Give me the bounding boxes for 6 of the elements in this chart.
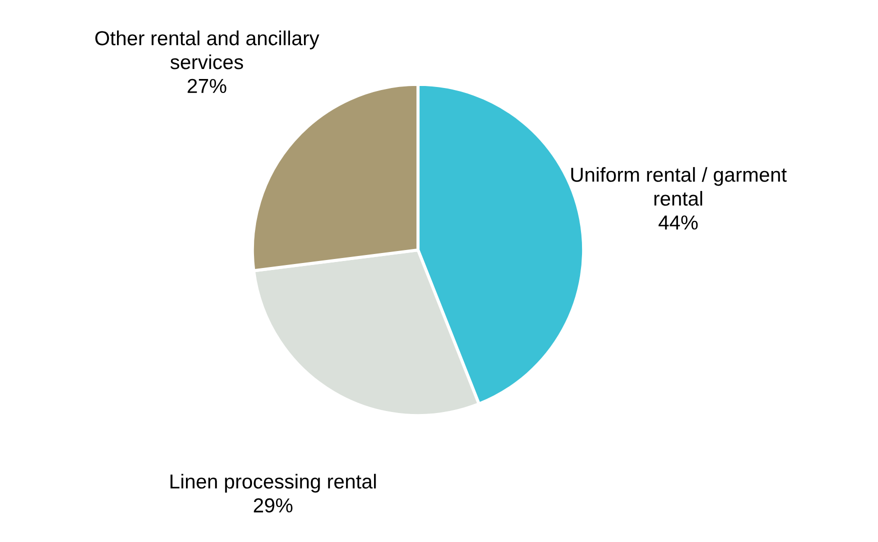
slice-label: Linen processing rental bbox=[170, 474, 376, 493]
data-label: 44% bbox=[658, 215, 698, 230]
slice-label: Other rental and ancillary services bbox=[95, 30, 320, 70]
data-label: 27% bbox=[188, 78, 226, 94]
slice-label: Uniform rental / garment rental bbox=[571, 167, 787, 206]
data-label: 29% bbox=[254, 498, 292, 513]
